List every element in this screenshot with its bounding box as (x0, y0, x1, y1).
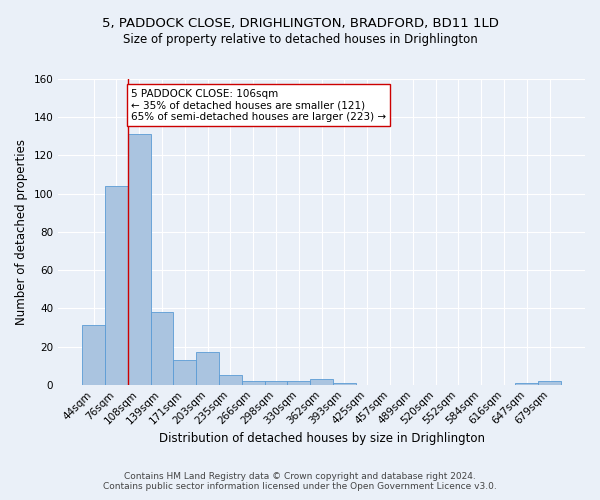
Bar (333, 383, 356, 384)
Bar (515, 383, 538, 384)
Bar (242, 381, 265, 384)
Text: 5, PADDOCK CLOSE, DRIGHLINGTON, BRADFORD, BD11 1LD: 5, PADDOCK CLOSE, DRIGHLINGTON, BRADFORD… (101, 18, 499, 30)
Bar (287, 381, 310, 384)
Bar (151, 312, 173, 384)
Bar (105, 186, 128, 384)
Text: Contains HM Land Registry data © Crown copyright and database right 2024.: Contains HM Land Registry data © Crown c… (124, 472, 476, 481)
Bar (82, 326, 105, 384)
Bar (173, 360, 196, 384)
Text: Size of property relative to detached houses in Drighlington: Size of property relative to detached ho… (122, 32, 478, 46)
Bar (265, 381, 287, 384)
Bar (128, 134, 151, 384)
Y-axis label: Number of detached properties: Number of detached properties (15, 139, 28, 325)
Text: 5 PADDOCK CLOSE: 106sqm
← 35% of detached houses are smaller (121)
65% of semi-d: 5 PADDOCK CLOSE: 106sqm ← 35% of detache… (131, 88, 386, 122)
Text: Contains public sector information licensed under the Open Government Licence v3: Contains public sector information licen… (103, 482, 497, 491)
Bar (538, 381, 561, 384)
Bar (310, 379, 333, 384)
Bar (219, 375, 242, 384)
X-axis label: Distribution of detached houses by size in Drighlington: Distribution of detached houses by size … (158, 432, 485, 445)
Bar (196, 352, 219, 384)
